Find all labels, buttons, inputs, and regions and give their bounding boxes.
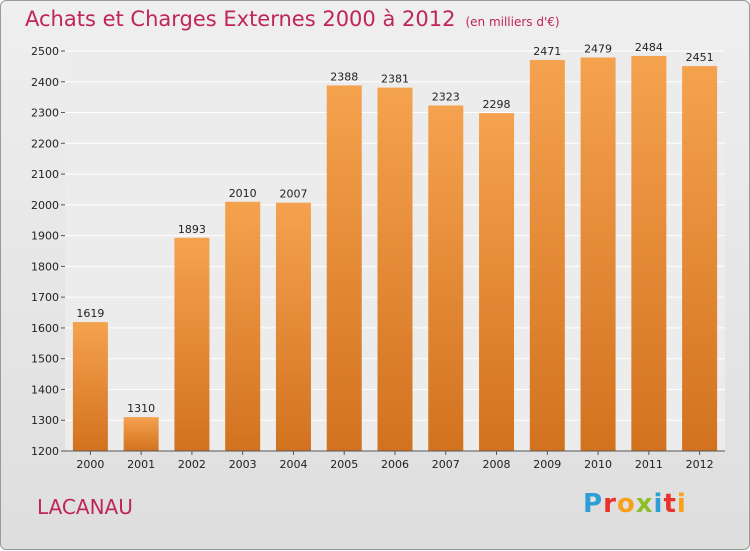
data-label-2000: 1619	[76, 307, 104, 320]
bars: 1619 1310 1893 2010 2007 2388 2381 2323 2298 2471…	[72, 41, 718, 452]
x-tick-label-2010: 2010	[584, 458, 612, 471]
x-axis: 2000 2001 2002 2003 2004 2005 2006 2007 2008 2009…	[76, 451, 714, 471]
data-label-2012: 2451	[686, 51, 714, 64]
data-label-2006: 2381	[381, 73, 409, 86]
proxiti-logo[interactable]: Proxiti	[583, 489, 687, 519]
title-unit: (en milliers d'€)	[465, 15, 560, 29]
bar-2008	[479, 113, 515, 452]
data-label-2007: 2323	[432, 90, 460, 103]
y-axis: 1200 1300 1400 1500 1600 1700 1800 1900 2000 2100…	[31, 45, 65, 458]
bar-2011	[631, 55, 667, 452]
bar-2012	[682, 66, 718, 452]
chart-title: Achats et Charges Externes 2000 à 2012 (e…	[25, 7, 560, 31]
y-tick-label: 1300	[31, 414, 59, 427]
y-tick-label: 1400	[31, 383, 59, 396]
y-tick-label: 1200	[31, 445, 59, 458]
y-tick-label: 2500	[31, 45, 59, 58]
x-tick-label-2011: 2011	[635, 458, 663, 471]
bar-2001	[123, 417, 159, 451]
y-tick-label: 2400	[31, 76, 59, 89]
bar-2009	[529, 59, 565, 452]
y-tick-label: 2200	[31, 137, 59, 150]
commune-name: LACANAU	[37, 495, 133, 519]
data-label-2004: 2007	[279, 188, 307, 201]
x-tick-label-2009: 2009	[533, 458, 561, 471]
logo-letter: x	[635, 489, 654, 519]
data-label-2008: 2298	[483, 98, 511, 111]
logo-letter: i	[653, 489, 664, 519]
x-tick-label-2004: 2004	[279, 458, 307, 471]
logo-letter: r	[603, 489, 617, 519]
bar-2004	[275, 202, 311, 451]
title-text: Achats et Charges Externes 2000 à 2012	[25, 7, 456, 31]
y-tick-label: 1900	[31, 230, 59, 243]
x-tick-label-2007: 2007	[432, 458, 460, 471]
x-tick-label-2012: 2012	[686, 458, 714, 471]
x-tick-label-2000: 2000	[76, 458, 104, 471]
data-label-2005: 2388	[330, 70, 358, 83]
bar-2006	[377, 87, 413, 451]
y-tick-label: 1600	[31, 322, 59, 335]
bar-2003	[225, 201, 261, 451]
logo-letter: P	[583, 489, 604, 519]
data-label-2010: 2479	[584, 42, 612, 55]
data-label-2009: 2471	[533, 45, 561, 58]
bar-2000	[72, 322, 108, 451]
x-tick-label-2008: 2008	[483, 458, 511, 471]
data-label-2001: 1310	[127, 402, 155, 415]
y-tick-label: 1700	[31, 291, 59, 304]
x-tick-label-2003: 2003	[229, 458, 257, 471]
data-label-2011: 2484	[635, 41, 663, 54]
y-tick-label: 1500	[31, 353, 59, 366]
x-tick-label-2005: 2005	[330, 458, 358, 471]
logo-letter: i	[676, 489, 687, 519]
data-label-2003: 2010	[229, 187, 257, 200]
bar-2010	[580, 57, 616, 451]
bar-2005	[326, 85, 362, 451]
x-tick-label-2001: 2001	[127, 458, 155, 471]
logo-letter: t	[663, 489, 677, 519]
y-tick-label: 2300	[31, 107, 59, 120]
bar-2007	[428, 105, 464, 451]
y-tick-label: 2100	[31, 168, 59, 181]
y-tick-label: 2000	[31, 199, 59, 212]
x-tick-label-2002: 2002	[178, 458, 206, 471]
bar-2002	[174, 237, 210, 451]
x-tick-label-2006: 2006	[381, 458, 409, 471]
data-label-2002: 1893	[178, 223, 206, 236]
logo-letter: o	[616, 489, 636, 519]
y-tick-label: 1800	[31, 260, 59, 273]
